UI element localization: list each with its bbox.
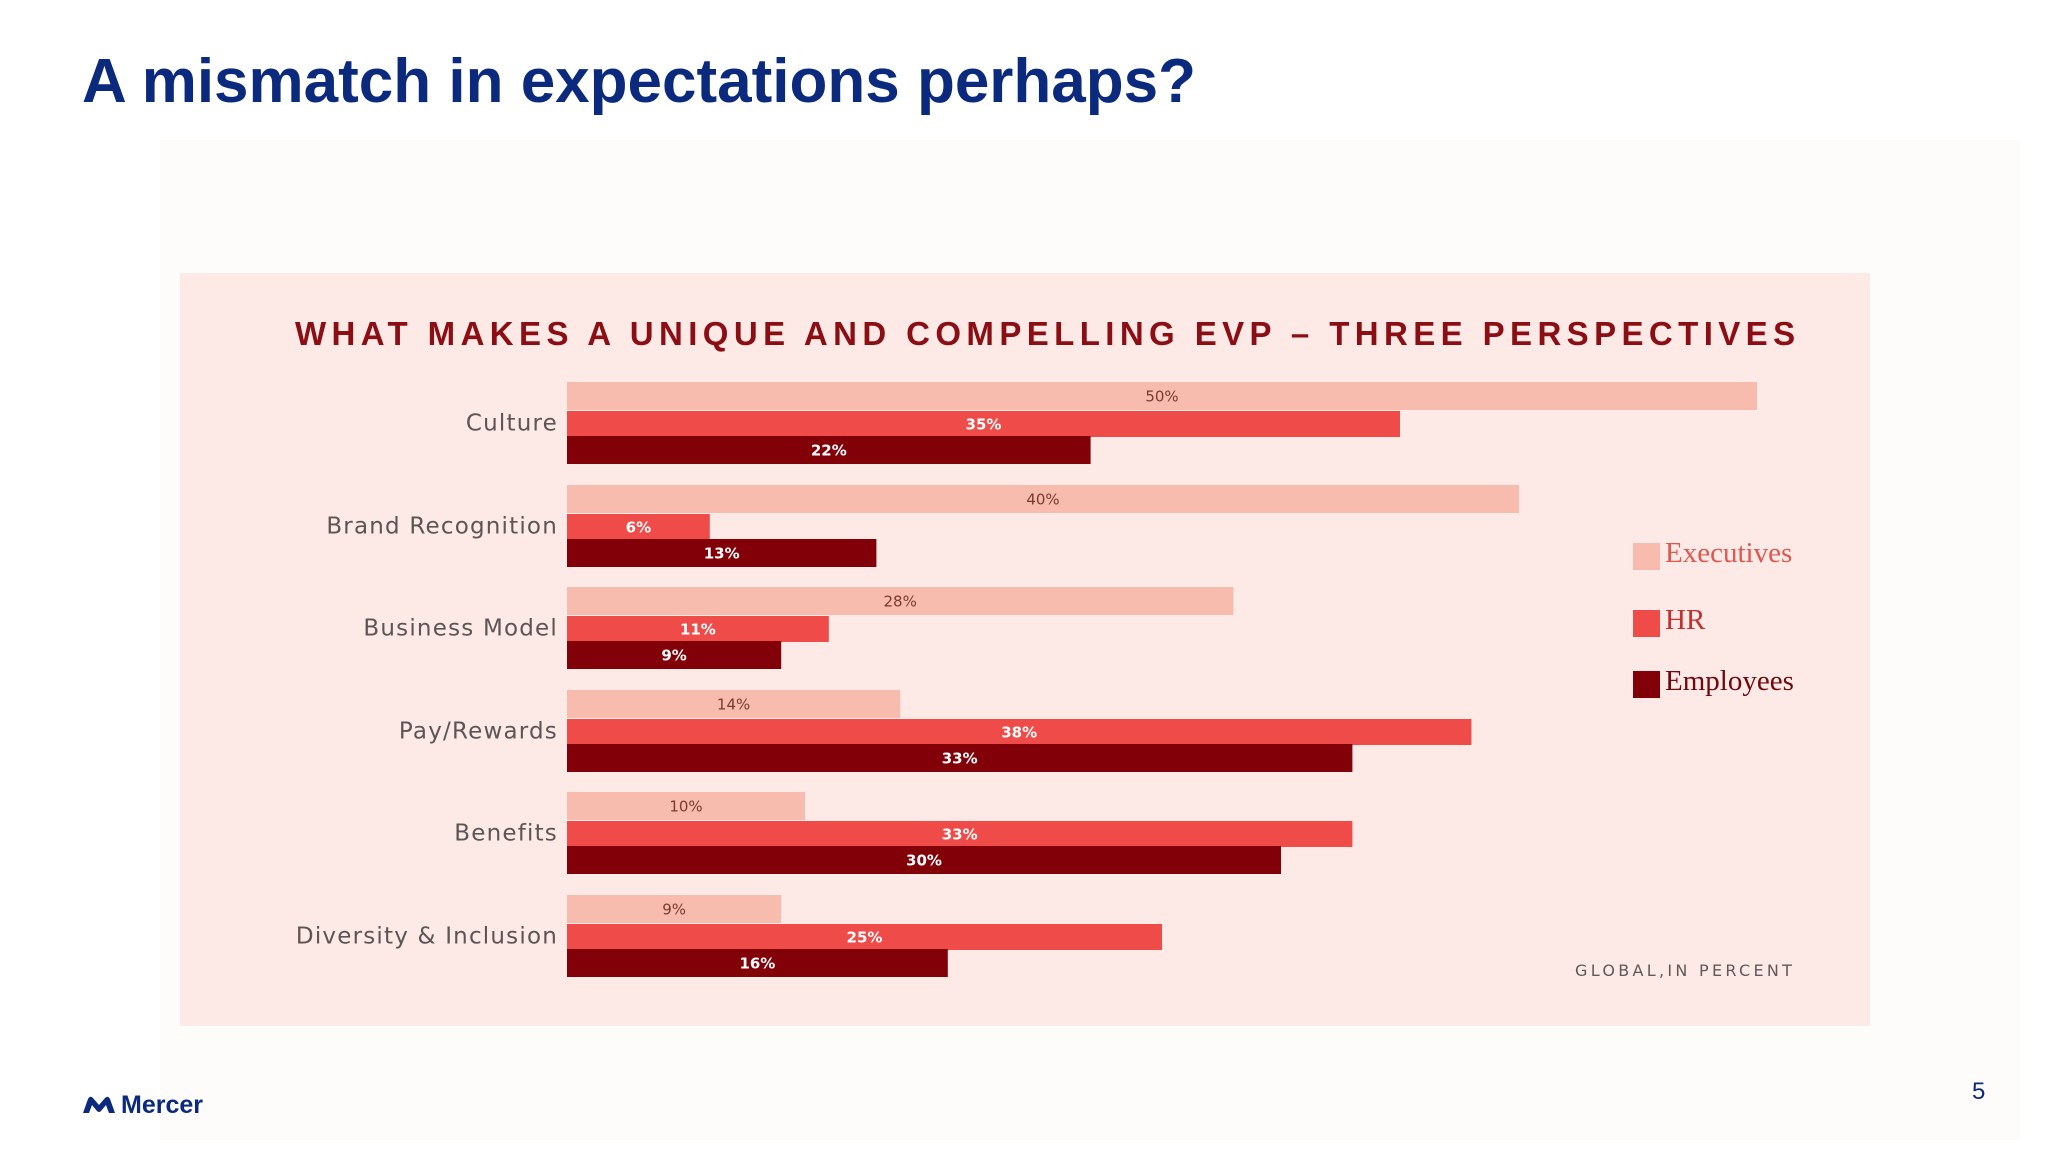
data-label-executives-benefits: 10%: [669, 798, 702, 816]
data-label-employees-culture: 22%: [811, 442, 847, 460]
data-label-executives-diversity-inclusion: 9%: [662, 901, 686, 919]
bar-hr-culture: [567, 411, 1400, 437]
legend-swatch-executives: [1633, 543, 1660, 570]
bar-executives-benefits: [567, 792, 805, 820]
data-label-employees-business-model: 9%: [661, 647, 686, 665]
bar-employees-business-model: [567, 641, 782, 669]
data-label-executives-culture: 50%: [1145, 388, 1178, 406]
data-label-executives-pay-rewards: 14%: [717, 696, 750, 714]
data-label-hr-benefits: 33%: [942, 826, 978, 844]
bar-hr-benefits: [567, 821, 1353, 847]
data-label-hr-pay-rewards: 38%: [1001, 724, 1037, 742]
chart-footnote: GLOBAL,IN PERCENT: [1575, 961, 1796, 980]
category-label-diversity-inclusion: Diversity & Inclusion: [296, 924, 558, 950]
bar-hr-diversity-inclusion: [567, 924, 1162, 950]
data-label-employees-diversity-inclusion: 16%: [739, 955, 775, 973]
bar-executives-culture: [567, 382, 1757, 410]
bar-hr-brand-recognition: [567, 514, 710, 540]
data-label-hr-business-model: 11%: [680, 621, 716, 639]
chart-panel: WHAT MAKES A UNIQUE AND COMPELLING EVP –…: [180, 273, 1870, 1026]
data-label-employees-brand-recognition: 13%: [704, 545, 740, 563]
data-label-executives-business-model: 28%: [884, 593, 917, 611]
bar-employees-benefits: [567, 846, 1281, 874]
data-label-employees-benefits: 30%: [906, 852, 942, 870]
legend-label-executives: Executives: [1665, 537, 1793, 569]
bar-hr-business-model: [567, 616, 829, 642]
bar-hr-pay-rewards: [567, 719, 1472, 745]
slide-title: A mismatch in expectations perhaps?: [82, 47, 1197, 116]
data-label-executives-brand-recognition: 40%: [1026, 491, 1059, 509]
data-label-hr-diversity-inclusion: 25%: [847, 929, 883, 947]
legend-swatch-employees: [1633, 671, 1660, 698]
mercer-logo-text: Mercer: [121, 1091, 203, 1119]
bar-employees-culture: [567, 436, 1091, 464]
data-label-hr-brand-recognition: 6%: [626, 519, 651, 537]
category-label-pay-rewards: Pay/Rewards: [399, 719, 558, 745]
legend-label-employees: Employees: [1665, 665, 1794, 697]
mercer-logo-icon: [83, 1096, 115, 1113]
chart-title: WHAT MAKES A UNIQUE AND COMPELLING EVP –…: [295, 315, 1801, 352]
legend-swatch-hr: [1633, 610, 1660, 637]
bar-executives-pay-rewards: [567, 690, 901, 718]
category-label-benefits: Benefits: [454, 821, 558, 847]
bar-chart: Culture 50% 35% 22% Brand Recognition 40% 6% 13…: [296, 382, 1757, 977]
bar-executives-business-model: [567, 587, 1234, 615]
category-label-business-model: Business Model: [363, 616, 558, 642]
page-number: 5: [1972, 1078, 1986, 1105]
bar-employees-brand-recognition: [567, 539, 877, 567]
category-label-brand-recognition: Brand Recognition: [326, 514, 558, 540]
category-label-culture: Culture: [466, 411, 558, 437]
bar-executives-diversity-inclusion: [567, 895, 782, 923]
data-label-hr-culture: 35%: [966, 416, 1002, 434]
bar-employees-diversity-inclusion: [567, 949, 948, 977]
bar-employees-pay-rewards: [567, 744, 1353, 772]
data-label-employees-pay-rewards: 33%: [942, 750, 978, 768]
bar-executives-brand-recognition: [567, 485, 1519, 513]
legend-label-hr: HR: [1665, 604, 1706, 636]
